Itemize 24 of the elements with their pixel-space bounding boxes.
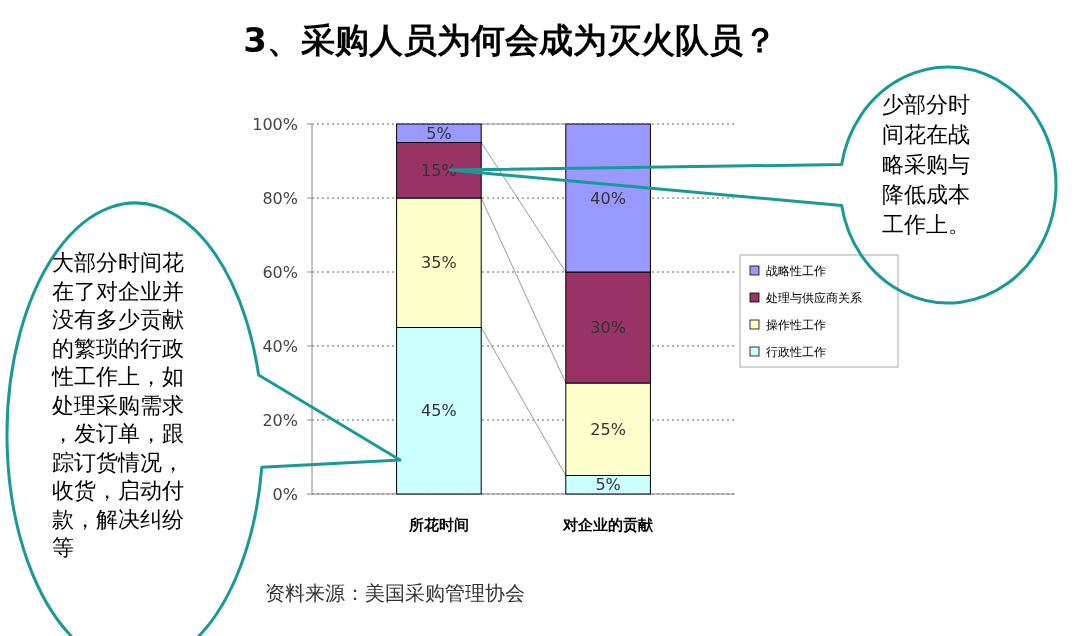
y-tick-label: 20% bbox=[262, 410, 298, 430]
y-tick-label: 0% bbox=[272, 484, 298, 504]
data-label: 45% bbox=[421, 401, 457, 421]
text: 少部分时间花在战略采购与降低成本工作上。 bbox=[882, 92, 970, 237]
data-label: 35% bbox=[421, 253, 457, 273]
data-label: 40% bbox=[590, 188, 626, 208]
y-tick-label: 40% bbox=[262, 336, 298, 356]
x-tick-label: 所花时间 bbox=[407, 516, 469, 534]
x-tick-label: 对企业的贡献 bbox=[562, 516, 655, 534]
legend-label: 行政性工作 bbox=[766, 345, 826, 360]
data-label: 5% bbox=[426, 123, 452, 143]
legend-label: 操作性工作 bbox=[766, 318, 826, 333]
data-label: 30% bbox=[590, 318, 626, 338]
data-label: 25% bbox=[590, 419, 626, 439]
legend-label: 处理与供应商关系 bbox=[766, 291, 862, 306]
y-tick-label: 100% bbox=[252, 114, 298, 134]
chart-title: 3、采购人员为何会成为灭火队员？ bbox=[243, 20, 777, 60]
y-tick-label: 60% bbox=[262, 262, 298, 282]
data-label: 5% bbox=[595, 475, 621, 495]
data-label: 15% bbox=[421, 160, 457, 180]
text: 大部分时间花在了对企业并没有多少贡献的繁琐的行政性工作上，如处理采购需求，发订单，跟踪订货情况，收货，启动付款，解决纠纷等 bbox=[52, 250, 184, 560]
y-tick-label: 80% bbox=[262, 188, 298, 208]
legend-label: 战略性工作 bbox=[766, 264, 826, 279]
text: 资料来源：美国采购管理协会 bbox=[265, 581, 525, 605]
